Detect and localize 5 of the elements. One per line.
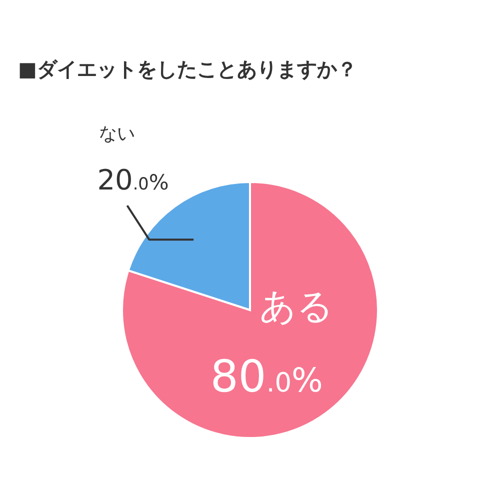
slice-label: ない <box>99 124 136 145</box>
data-label: 80.0% <box>210 351 323 402</box>
slice-label: ある <box>260 286 334 328</box>
data-label: 20.0% <box>97 164 169 197</box>
chart-title: ■ダイエットをしたことありますか？ <box>18 57 357 81</box>
